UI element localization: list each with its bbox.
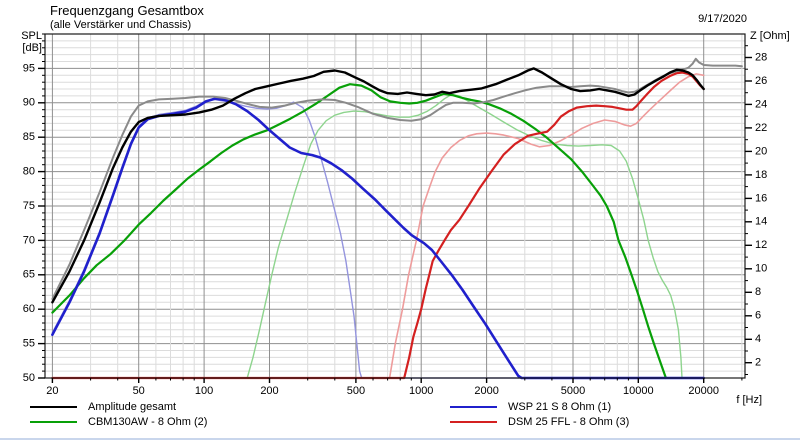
legend-column-1: Amplitude gesamt CBM130AW - 8 Ohm (2) [30, 399, 207, 429]
svg-text:28: 28 [755, 51, 767, 63]
legend-swatch-red [450, 420, 497, 423]
svg-text:50: 50 [23, 372, 35, 384]
date-label: 9/17/2020 [698, 13, 747, 25]
svg-text:6: 6 [755, 310, 761, 322]
y-axis-left-label: SPL [dB] [21, 30, 42, 54]
svg-text:10000: 10000 [623, 385, 654, 397]
svg-text:10: 10 [755, 263, 767, 275]
svg-text:20: 20 [46, 385, 58, 397]
legend-item-cbm130aw: CBM130AW - 8 Ohm (2) [30, 414, 207, 429]
legend-label: Amplitude gesamt [88, 400, 177, 413]
svg-text:2: 2 [755, 357, 761, 369]
page-title: Frequenzgang Gesamtbox [50, 3, 204, 18]
y-axis-right-label: Z [Ohm] [750, 30, 790, 42]
svg-text:26: 26 [755, 75, 767, 87]
legend-swatch-green [30, 420, 77, 423]
svg-text:500: 500 [347, 385, 365, 397]
legend-item-dsm25ffl: DSM 25 FFL - 8 Ohm (3) [450, 414, 629, 429]
svg-text:5000: 5000 [561, 385, 585, 397]
svg-text:20: 20 [755, 145, 767, 157]
window-bottom-border [0, 438, 800, 440]
x-axis-label: f [Hz] [736, 394, 762, 406]
svg-text:65: 65 [23, 269, 35, 281]
legend-item-amplitude-gesamt: Amplitude gesamt [30, 399, 207, 414]
svg-text:90: 90 [23, 97, 35, 109]
legend-label: DSM 25 FFL - 8 Ohm (3) [508, 415, 630, 428]
svg-text:4: 4 [755, 333, 761, 345]
svg-text:50: 50 [133, 385, 145, 397]
legend-swatch-black [30, 405, 77, 408]
legend-item-wsp21s: WSP 21 S 8 Ohm (1) [450, 399, 629, 414]
svg-text:100: 100 [195, 385, 213, 397]
legend-label: CBM130AW - 8 Ohm (2) [88, 415, 208, 428]
svg-text:20000: 20000 [688, 385, 719, 397]
legend-label: WSP 21 S 8 Ohm (1) [508, 400, 612, 413]
svg-text:70: 70 [23, 234, 35, 246]
svg-text:60: 60 [23, 303, 35, 315]
svg-text:75: 75 [23, 200, 35, 212]
page-subtitle: (alle Verstärker und Chassis) [50, 19, 192, 31]
svg-text:200: 200 [260, 385, 278, 397]
legend-swatch-blue [450, 405, 497, 408]
svg-text:18: 18 [755, 169, 767, 181]
svg-text:14: 14 [755, 216, 767, 228]
svg-text:85: 85 [23, 131, 35, 143]
svg-text:12: 12 [755, 239, 767, 251]
svg-text:80: 80 [23, 166, 35, 178]
svg-text:1000: 1000 [409, 385, 433, 397]
svg-text:95: 95 [23, 62, 35, 74]
svg-text:16: 16 [755, 192, 767, 204]
legend-column-2: WSP 21 S 8 Ohm (1) DSM 25 FFL - 8 Ohm (3… [450, 399, 629, 429]
svg-text:8: 8 [755, 286, 761, 298]
svg-text:2000: 2000 [474, 385, 498, 397]
svg-text:24: 24 [755, 98, 767, 110]
svg-text:55: 55 [23, 338, 35, 350]
svg-text:22: 22 [755, 122, 767, 134]
